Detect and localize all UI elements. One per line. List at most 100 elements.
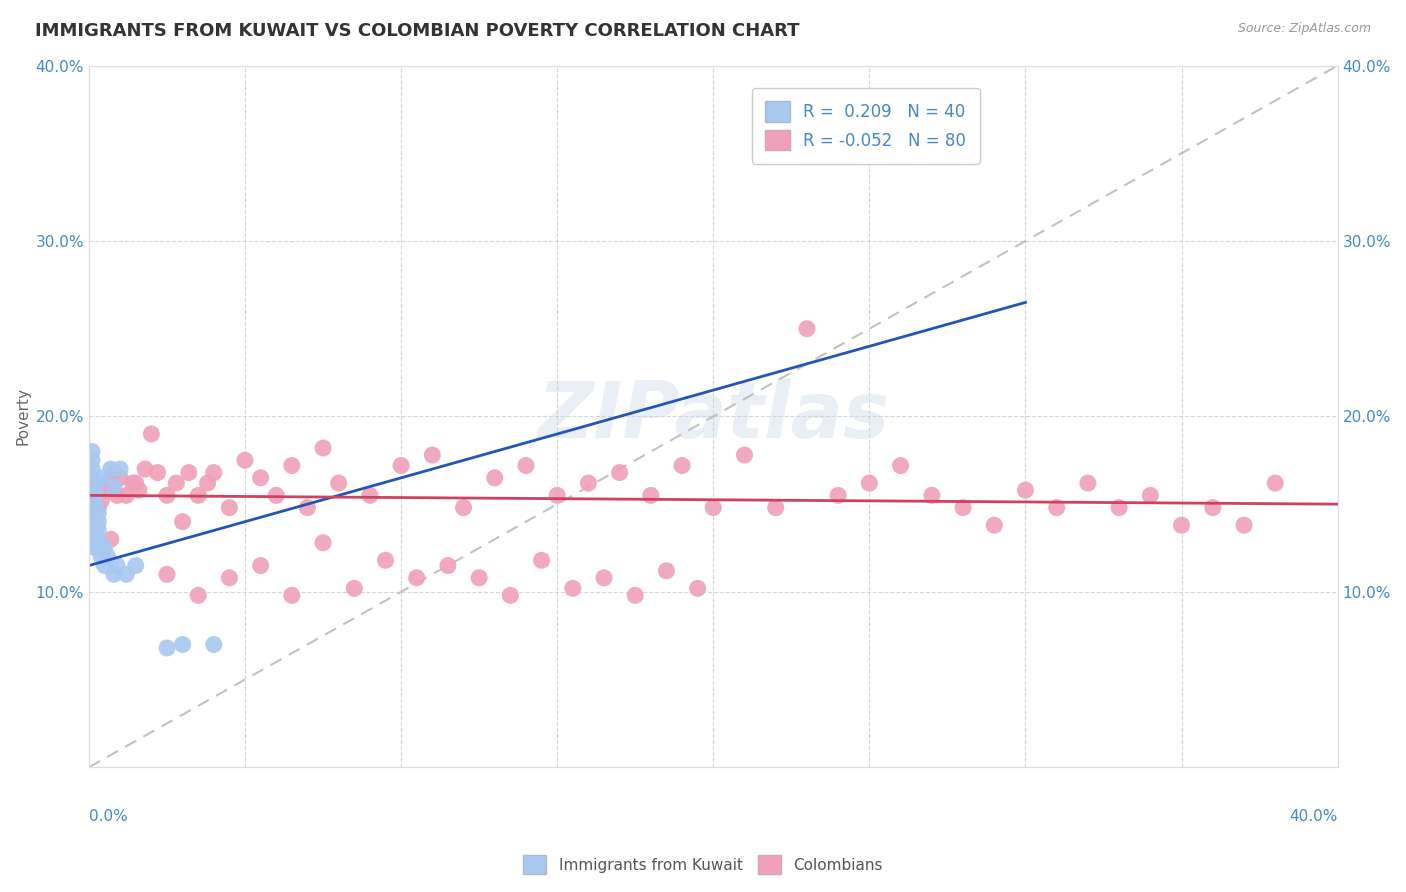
Point: [165, 476, 187, 491]
Point: [90, 471, 112, 485]
Point: [108, 462, 131, 476]
Point: [108, 471, 131, 485]
Point: [389, 458, 412, 473]
Text: 0.0%: 0.0%: [89, 809, 128, 824]
Point: [80, 533, 103, 547]
Point: [84, 506, 107, 520]
Point: [115, 488, 138, 502]
Text: ZIPatlas: ZIPatlas: [537, 378, 890, 454]
Point: [80, 488, 103, 502]
Point: [87, 506, 110, 520]
Point: [1202, 500, 1225, 515]
Point: [80, 444, 103, 458]
Point: [115, 567, 138, 582]
Point: [218, 500, 240, 515]
Point: [84, 533, 107, 547]
Point: [515, 458, 537, 473]
Point: [312, 535, 335, 549]
Point: [128, 483, 150, 497]
Point: [100, 462, 122, 476]
Point: [80, 462, 103, 476]
Point: [90, 541, 112, 555]
Point: [100, 533, 122, 547]
Point: [359, 488, 381, 502]
Point: [624, 588, 647, 602]
Point: [90, 493, 112, 508]
Point: [249, 471, 271, 485]
Point: [1170, 518, 1192, 533]
Point: [84, 515, 107, 529]
Point: [93, 558, 115, 573]
Point: [734, 448, 756, 462]
Point: [80, 497, 103, 511]
Point: [121, 476, 143, 491]
Point: [177, 466, 200, 480]
Point: [87, 541, 110, 555]
Point: [125, 476, 148, 491]
Point: [80, 480, 103, 494]
Point: [80, 515, 103, 529]
Point: [264, 488, 287, 502]
Point: [90, 549, 112, 564]
Point: [858, 112, 880, 126]
Point: [105, 488, 128, 502]
Point: [312, 441, 335, 455]
Point: [141, 427, 163, 442]
Point: [530, 553, 553, 567]
Point: [125, 558, 148, 573]
Point: [80, 488, 103, 502]
Point: [1014, 483, 1036, 497]
Point: [437, 558, 460, 573]
Legend: R =  0.209   N = 40, R = -0.052   N = 80: R = 0.209 N = 40, R = -0.052 N = 80: [752, 88, 980, 163]
Point: [84, 488, 107, 502]
Point: [655, 564, 678, 578]
Point: [172, 515, 194, 529]
Point: [93, 541, 115, 555]
Point: [983, 518, 1005, 533]
Point: [105, 558, 128, 573]
Point: [952, 500, 974, 515]
Point: [87, 515, 110, 529]
Point: [87, 500, 110, 515]
Point: [576, 476, 599, 491]
Point: [453, 500, 475, 515]
Text: Source: ZipAtlas.com: Source: ZipAtlas.com: [1237, 22, 1371, 36]
Point: [103, 480, 125, 494]
Point: [343, 582, 366, 596]
Point: [499, 588, 522, 602]
Point: [84, 524, 107, 538]
Point: [197, 476, 219, 491]
Point: [671, 458, 693, 473]
Point: [187, 588, 209, 602]
Point: [468, 571, 491, 585]
Point: [890, 458, 912, 473]
Point: [134, 462, 156, 476]
Point: [546, 488, 568, 502]
Point: [156, 567, 179, 582]
Point: [97, 549, 120, 564]
Point: [328, 476, 350, 491]
Point: [233, 453, 256, 467]
Point: [405, 571, 427, 585]
Point: [87, 524, 110, 538]
Point: [609, 466, 631, 480]
Point: [686, 582, 709, 596]
Point: [97, 476, 120, 491]
Point: [827, 488, 849, 502]
Point: [218, 571, 240, 585]
Point: [420, 448, 443, 462]
Point: [281, 588, 304, 602]
Point: [103, 567, 125, 582]
Point: [374, 553, 396, 567]
Point: [1077, 476, 1099, 491]
Point: [249, 558, 271, 573]
Point: [84, 480, 107, 494]
Point: [202, 466, 225, 480]
Point: [561, 582, 583, 596]
Legend: Immigrants from Kuwait, Colombians: Immigrants from Kuwait, Colombians: [517, 849, 889, 880]
Point: [1264, 476, 1286, 491]
Point: [80, 506, 103, 520]
Point: [146, 466, 169, 480]
Point: [640, 488, 662, 502]
Point: [297, 500, 319, 515]
